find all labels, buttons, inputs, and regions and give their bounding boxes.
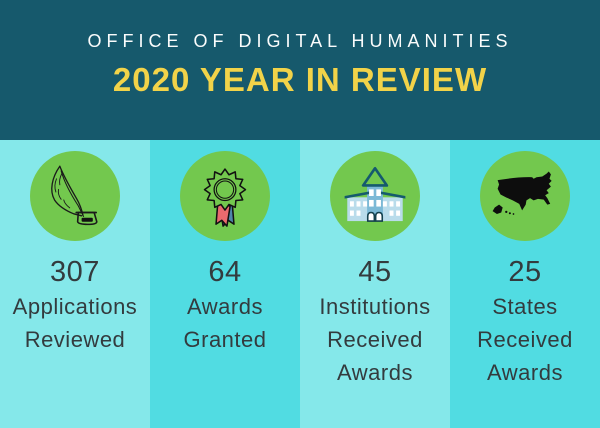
stat-column-applications: 307 Applications Reviewed <box>0 140 150 428</box>
stat-label-line: Granted <box>183 327 267 352</box>
usa-map-icon <box>492 171 552 215</box>
stat-label-line: Institutions <box>319 294 431 319</box>
stat-column-awards: 64 Awards Granted <box>150 140 300 428</box>
stat-label: Awards Granted <box>184 290 267 356</box>
institution-building-icon <box>344 166 406 222</box>
header-banner: OFFICE OF DIGITAL HUMANITIES 2020 YEAR I… <box>0 0 600 140</box>
stat-label-line: States <box>492 294 558 319</box>
quill-pen-icon <box>51 165 98 226</box>
stat-label-line: Received <box>327 327 423 352</box>
stat-column-institutions: 45 Institutions Received Awards <box>300 140 450 428</box>
header-kicker: OFFICE OF DIGITAL HUMANITIES <box>87 31 513 51</box>
stat-label-line: Awards <box>337 360 413 385</box>
stat-label-line: Awards <box>187 294 263 319</box>
stat-label: States Received Awards <box>477 290 573 389</box>
stat-number: 25 <box>508 256 542 288</box>
stat-icon-circle <box>30 151 120 241</box>
stat-column-states: 25 States Received Awards <box>450 140 600 428</box>
stat-label-line: Awards <box>487 360 563 385</box>
stat-number: 45 <box>358 256 392 288</box>
stat-icon-circle <box>330 151 420 241</box>
stat-icon-circle <box>180 151 270 241</box>
stat-number: 307 <box>50 256 100 288</box>
stat-label: Applications Reviewed <box>13 290 138 356</box>
stat-label: Institutions Received Awards <box>319 290 430 389</box>
stat-number: 64 <box>208 256 242 288</box>
award-ribbon-icon <box>203 168 247 227</box>
stat-label-line: Received <box>477 327 573 352</box>
stat-label-line: Reviewed <box>24 327 126 352</box>
stat-icon-circle <box>480 151 570 241</box>
stat-label-line: Applications <box>12 294 138 319</box>
stats-row: 307 Applications Reviewed <box>0 140 600 428</box>
page-title: 2020 YEAR IN REVIEW <box>112 61 488 98</box>
